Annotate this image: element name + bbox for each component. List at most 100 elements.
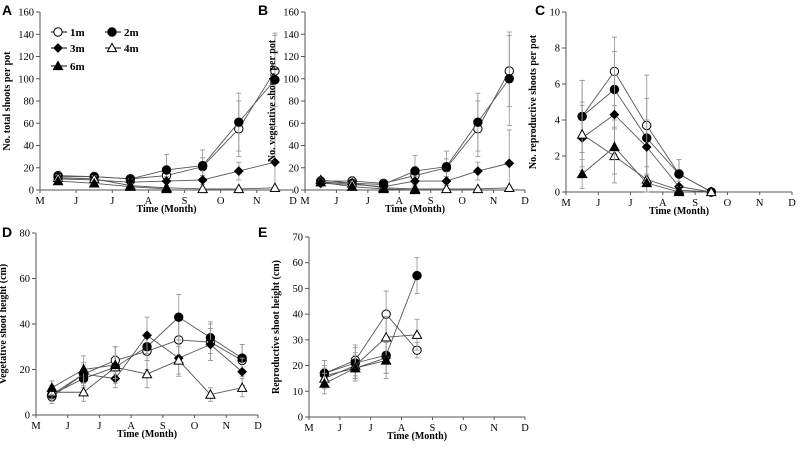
panel-a-ytick-label: 80 bbox=[24, 97, 35, 108]
panel-a-series-2m bbox=[53, 32, 280, 187]
panel-e-xtick-label: O bbox=[459, 423, 467, 434]
panel-a-xtick-label: D bbox=[289, 196, 297, 207]
panel-b-xtick-label: N bbox=[490, 196, 498, 207]
panel-d-xtick-label: J bbox=[66, 421, 70, 432]
panel-b-point-4m bbox=[472, 183, 484, 194]
panel-a-xlabel: Time (Month) bbox=[136, 204, 196, 215]
panel-a-ytick-label: 20 bbox=[24, 163, 35, 174]
panel-e-series-2m bbox=[319, 257, 422, 387]
legend-marker-1m bbox=[53, 27, 63, 37]
legend-label: 6m bbox=[70, 61, 85, 73]
legend-marker-3m bbox=[53, 43, 63, 53]
panel-c-xtick-label: D bbox=[788, 198, 796, 209]
panel-a-point-2m bbox=[234, 117, 244, 127]
panel-e-ytick-label: 70 bbox=[293, 233, 304, 244]
panel-e-ytick-label: 20 bbox=[293, 361, 304, 372]
panel-c-xtick-label: S bbox=[692, 198, 698, 209]
panel-b-series-6m bbox=[315, 176, 421, 195]
panel-d-point-4m bbox=[236, 382, 248, 392]
panel-b-ytick-label: 40 bbox=[289, 141, 300, 152]
panel-b-point-2m bbox=[473, 117, 483, 127]
legend-label: 1m bbox=[70, 27, 85, 39]
panel-e-xtick-label: D bbox=[521, 423, 529, 434]
panel-c-ytick-label: 8 bbox=[555, 44, 560, 55]
panel-d-point-6m bbox=[109, 359, 121, 370]
panel-d-point-6m bbox=[46, 382, 58, 392]
panel-d-point-3m bbox=[237, 366, 248, 377]
panel-a-xtick-label: O bbox=[217, 196, 225, 207]
panel-a-series-line-6m bbox=[58, 180, 167, 190]
panel-e-series-line-2m bbox=[324, 275, 418, 374]
panel-a-xtick-label: M bbox=[35, 196, 45, 207]
panel-b-point-6m bbox=[378, 183, 390, 194]
legend-marker-6m bbox=[52, 60, 64, 71]
panel-d-ylabel: Vegetative shoot height (cm) bbox=[0, 264, 9, 384]
panel-e-xtick-label: A bbox=[398, 423, 406, 434]
panel-e-point-6m bbox=[349, 362, 361, 373]
panel-c-point-6m bbox=[608, 141, 620, 152]
panel-b-point-4m bbox=[503, 182, 515, 192]
panel-c-point-6m bbox=[673, 186, 685, 197]
panel-e-series-6m bbox=[318, 341, 392, 395]
panel-c-ytick-label: 2 bbox=[555, 152, 560, 163]
panel-e-ytick-label: 40 bbox=[293, 310, 304, 321]
panel-a-ytick-label: 40 bbox=[24, 141, 35, 152]
legend-marker-4m bbox=[106, 42, 118, 53]
panel-c-point-2m bbox=[674, 169, 684, 179]
legend-entry-3m: 3m bbox=[51, 43, 85, 55]
panel-d: D 0 20 40 60 80 M J J A S O N D Time (Month) Vegetative… bbox=[0, 224, 262, 440]
panel-d-xtick-label: S bbox=[160, 421, 166, 432]
panel-a-xtick-label: J bbox=[74, 196, 78, 207]
panel-c-xtick-label: J bbox=[629, 198, 633, 209]
panel-b-xtick-label: J bbox=[334, 196, 338, 207]
panel-d-point-6m bbox=[78, 363, 90, 374]
panel-a-xtick-label: J bbox=[110, 196, 114, 207]
panel-e-xtick-label: N bbox=[490, 423, 498, 434]
panel-c-xtick-label: A bbox=[659, 198, 667, 209]
panel-d-point-4m bbox=[141, 368, 153, 379]
panel-b-xtick-label: M bbox=[300, 196, 310, 207]
panel-d-point-4m bbox=[204, 388, 216, 399]
panel-a-ytick-label: 60 bbox=[24, 119, 35, 130]
panel-d-xtick-label: M bbox=[31, 421, 41, 432]
panel-c-ytick-label: 6 bbox=[555, 80, 560, 91]
panel-a-point-6m bbox=[52, 175, 64, 186]
panel-a-point-4m bbox=[269, 182, 281, 192]
panel-c-series-line-6m bbox=[581, 146, 680, 193]
panel-e-series-line-4m bbox=[324, 334, 418, 379]
panel-b-point-2m bbox=[441, 161, 452, 172]
panel-e-point-4m bbox=[380, 331, 392, 342]
panel-b-series-line-6m bbox=[320, 181, 416, 191]
panel-c-xtick-label: M bbox=[561, 198, 571, 209]
legend-label: 2m bbox=[124, 27, 139, 39]
panel-b-point-4m bbox=[440, 183, 452, 194]
panel-c-series-6m bbox=[576, 119, 685, 197]
panel-b-xtick-label: J bbox=[366, 196, 370, 207]
panel-d-series-6m bbox=[46, 346, 121, 395]
panel-a-ylabel: No. total shoots per pot bbox=[2, 51, 13, 151]
panel-c-point-6m bbox=[576, 168, 588, 179]
panel-a-xtick-label: S bbox=[182, 196, 188, 207]
panel-b: B 0 20 40 60 80 100 120 140 160 M J J A S O N D Time (Mont… bbox=[258, 2, 529, 215]
panel-b-ytick-label: 120 bbox=[283, 52, 299, 63]
panel-e-ytick-label: 30 bbox=[293, 335, 304, 346]
panel-c: C 0 2 4 6 8 10 M J J A S O N D Time (Month) No. reproduc… bbox=[528, 2, 796, 217]
legend-entry-2m: 2m bbox=[105, 27, 139, 39]
panel-c-xlabel: Time (Month) bbox=[649, 206, 709, 217]
panel-e-ytick-label: 10 bbox=[293, 387, 304, 398]
panel-d-ytick-label: 80 bbox=[20, 229, 31, 240]
legend-entry-1m: 1m bbox=[51, 27, 85, 39]
panel-b-point-3m bbox=[504, 158, 515, 169]
panel-e-ylabel: Reproductive shoot height (cm) bbox=[271, 260, 282, 394]
panel-c-xtick-label: J bbox=[596, 198, 600, 209]
legend-label: 4m bbox=[124, 43, 139, 55]
panel-d-point-3m bbox=[142, 330, 152, 341]
panel-b-point-3m bbox=[472, 166, 483, 176]
panel-a: A 0 20 40 60 80 100 120 140 160 M J J A S O N D Time (Mont… bbox=[2, 2, 297, 215]
panel-d-point-4m bbox=[173, 354, 185, 365]
panel-e-xlabel: Time (Month) bbox=[387, 431, 447, 442]
panel-c-ytick-label: 4 bbox=[555, 116, 561, 127]
panel-a-point-6m bbox=[124, 181, 136, 191]
panel-c-point-6m bbox=[641, 177, 653, 188]
